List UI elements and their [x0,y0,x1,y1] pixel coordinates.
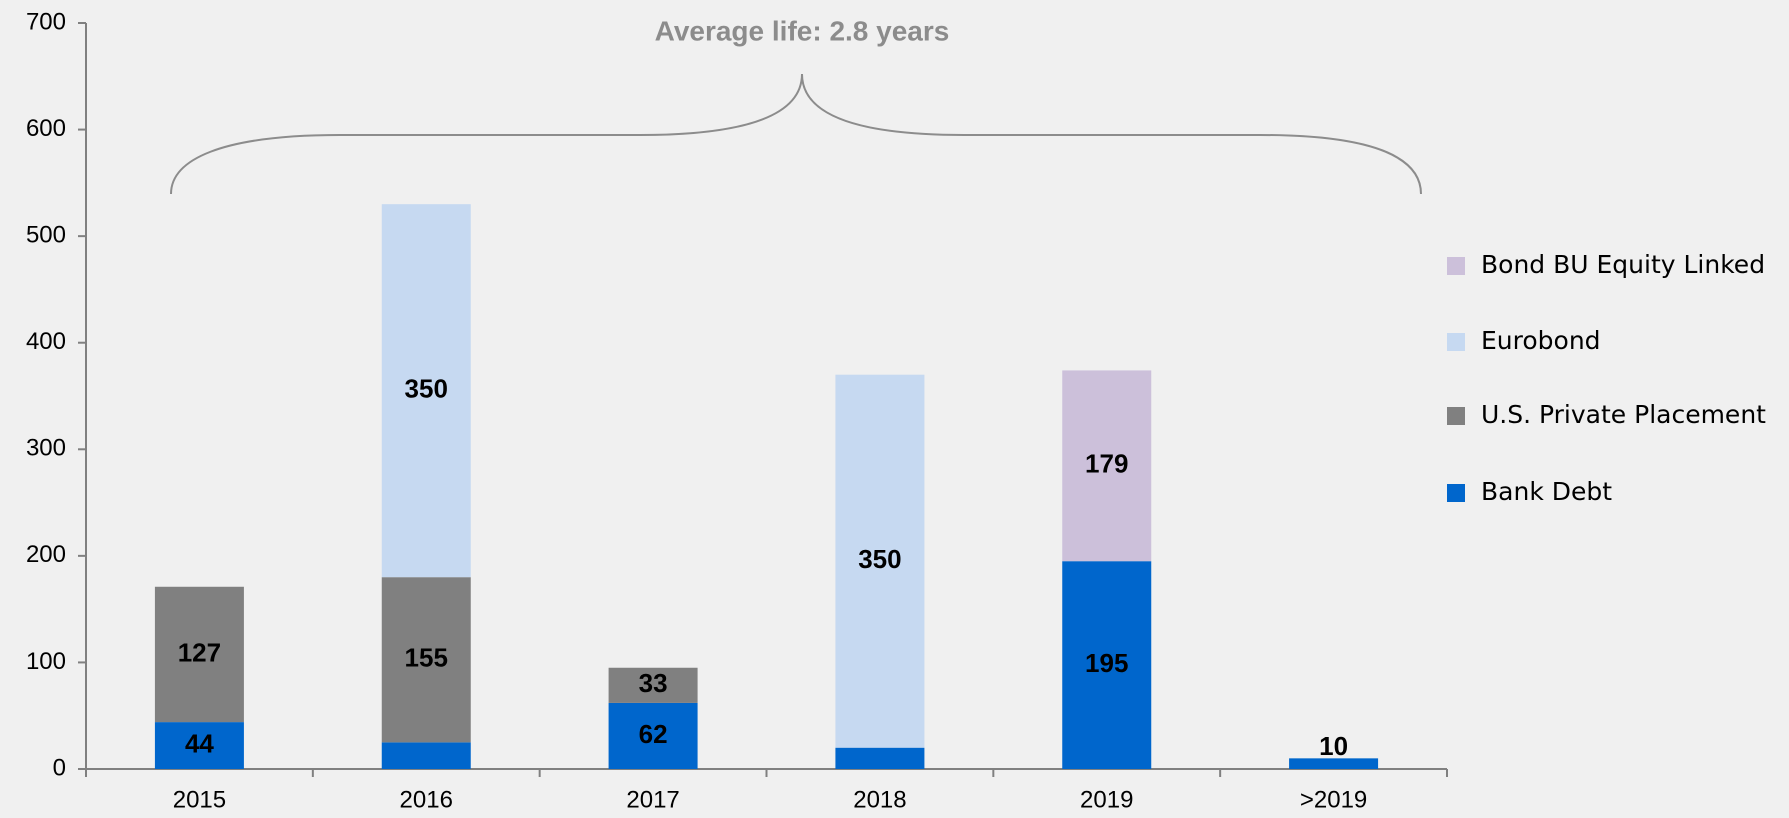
bar-segment [381,742,471,769]
data-label: 155 [405,643,448,673]
y-tick-label: 100 [26,648,66,675]
y-tick-label: 200 [26,541,66,568]
bar-segment [1289,758,1379,769]
bar-segment [835,747,925,769]
x-tick-label: 2017 [626,786,679,813]
data-label: 10 [1319,731,1348,761]
y-tick-label: 500 [26,221,66,248]
data-label: 195 [1085,648,1128,678]
x-tick-label: 2015 [173,786,226,813]
legend-swatch [1447,407,1465,425]
x-tick-label: 2018 [853,786,906,813]
data-label: 127 [178,637,221,667]
y-tick-label: 600 [26,115,66,142]
x-tick-label: 2019 [1080,786,1133,813]
data-label: 62 [639,719,668,749]
legend-swatch [1447,257,1465,275]
legend-label: Eurobond [1481,326,1601,355]
y-tick-label: 300 [26,435,66,462]
bar-segment [608,667,698,703]
x-tick-label: >2019 [1300,786,1367,813]
legend-swatch [1447,484,1465,502]
data-label: 33 [639,668,668,698]
legend-label: Bank Debt [1481,477,1612,506]
legend-label: Bond BU Equity Linked [1481,250,1765,279]
legend-swatch [1447,333,1465,351]
bar-segment [154,722,244,769]
y-tick-label: 700 [26,8,66,35]
data-label: 350 [858,544,901,574]
y-tick-label: 400 [26,328,66,355]
x-tick-label: 2016 [400,786,453,813]
bar-segment [381,577,471,743]
y-tick-label: 0 [53,754,66,781]
bar-segment [608,702,698,769]
bar-segment [154,586,244,723]
bar-segment [1062,370,1152,562]
legend-label: U.S. Private Placement [1481,400,1766,429]
data-label: 179 [1085,449,1128,479]
brace [170,73,1422,195]
bar-segment [835,374,925,748]
data-label: 350 [405,374,448,404]
data-label: 44 [185,728,214,758]
bar-segment [1062,561,1152,769]
bar-segment [381,204,471,578]
annotation: Average life: 2.8 years [655,15,950,46]
